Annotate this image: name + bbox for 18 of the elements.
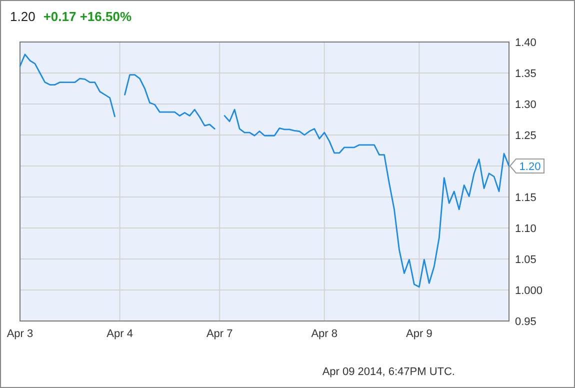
y-tick-label: 1.30 [515, 98, 536, 111]
x-tick-label: Apr 9 [406, 328, 432, 340]
y-tick-label: 1.35 [515, 68, 536, 80]
y-tick-label: 0.95 [515, 316, 536, 328]
y-tick-label: 1.000 [515, 284, 543, 297]
y-tick-label: 1.25 [515, 130, 536, 142]
x-tick-label: Apr 3 [6, 328, 34, 340]
text: 1.20 [519, 160, 541, 173]
y-tick-label: 1.40 [515, 36, 536, 49]
x-tick-label: Apr 8 [311, 328, 338, 340]
y-tick-label: 1.15 [515, 192, 536, 204]
x-tick-label: Apr 7 [206, 328, 233, 340]
x-tick-label: Apr 4 [106, 328, 133, 340]
text: 1.20 [10, 9, 36, 24]
y-tick-label: 1.05 [515, 254, 536, 266]
chart-subtitle: +0.17 +16.50% [43, 9, 132, 24]
y-tick-label: 1.10 [515, 222, 536, 235]
text: Apr 09 2014, 6:47PM UTC. [322, 366, 455, 378]
